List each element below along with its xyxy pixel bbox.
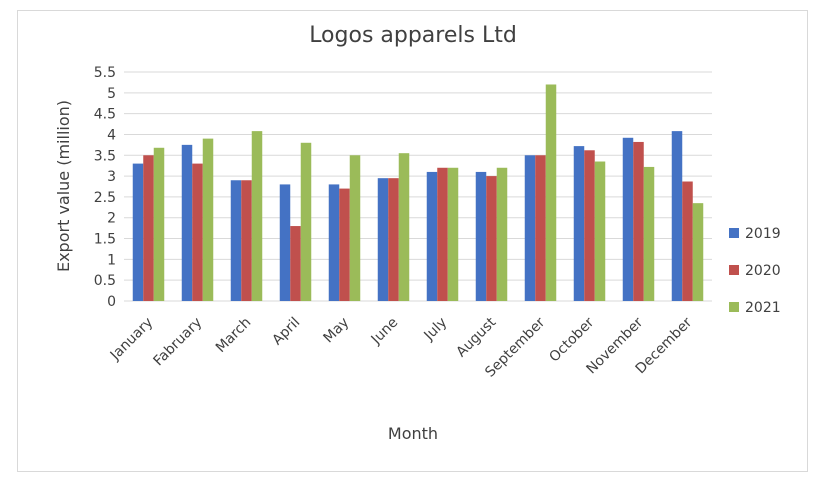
x-tick-label: January <box>107 315 157 365</box>
x-axis-title: Month <box>388 424 438 443</box>
legend-swatch-2020 <box>729 265 739 275</box>
bar-2020-april <box>290 226 301 301</box>
y-tick-label: 0 <box>107 294 116 310</box>
x-tick-label: Fabruary <box>151 315 206 370</box>
bar-2021-may <box>349 155 361 301</box>
y-tick-label: 5 <box>107 86 116 102</box>
x-tick-label: October <box>546 314 597 365</box>
bar-2021-september <box>545 84 557 301</box>
bar-2021-november <box>643 166 655 301</box>
bar-2021-december <box>692 203 704 301</box>
bar-2021-april <box>300 142 312 301</box>
bar-2019-january <box>132 163 144 301</box>
bar-2019-may <box>328 184 340 301</box>
bar-2021-july <box>447 167 459 301</box>
bar-2020-may <box>339 188 350 301</box>
bar-2019-august <box>475 171 487 301</box>
legend-swatch-2021 <box>729 302 739 312</box>
bar-2020-august <box>486 176 497 301</box>
bar-2021-october <box>594 161 606 301</box>
x-tick-label: July <box>420 315 450 345</box>
bar-2019-fabruary <box>181 144 193 301</box>
bar-2020-december <box>682 181 693 301</box>
bar-2019-october <box>573 146 585 301</box>
y-tick-label: 1 <box>107 252 116 268</box>
bar-2020-fabruary <box>192 163 203 301</box>
legend-label-2019: 2019 <box>745 226 781 242</box>
y-tick-label: 4.5 <box>94 107 116 123</box>
bar-2019-june <box>377 178 389 301</box>
x-tick-label: May <box>321 315 353 347</box>
bar-2020-september <box>535 155 546 301</box>
gridlines <box>124 71 712 302</box>
bar-2020-october <box>584 150 595 301</box>
y-tick-label: 4 <box>107 127 116 143</box>
bar-2019-april <box>279 184 291 301</box>
y-tick-label: 2 <box>107 211 116 227</box>
y-tick-label: 3.5 <box>94 148 116 164</box>
bar-2020-june <box>388 178 399 301</box>
y-tick-label: 5.5 <box>94 65 116 81</box>
x-tick-label: April <box>269 315 303 349</box>
bar-2021-march <box>251 131 263 301</box>
y-tick-label: 2.5 <box>94 190 116 206</box>
x-tick-label: August <box>453 314 499 360</box>
legend: 2019 2020 2021 <box>729 226 781 316</box>
legend-swatch-2019 <box>729 228 739 238</box>
legend-label-2021: 2021 <box>745 300 781 316</box>
bar-2021-january <box>153 147 165 301</box>
y-tick-label: 0.5 <box>94 273 116 289</box>
y-axis-title: Export value (million) <box>54 100 73 272</box>
x-tick-label: June <box>368 315 402 349</box>
bar-2019-november <box>622 137 634 301</box>
bar-2021-fabruary <box>202 138 214 301</box>
bar-2020-march <box>241 180 252 301</box>
bar-2019-march <box>230 180 242 301</box>
y-axis-ticks: 0 0.5 1 1.5 2 2.5 3 3.5 4 4.5 5 5.5 <box>94 65 116 310</box>
bar-2019-july <box>426 171 438 301</box>
bars <box>132 84 704 301</box>
bar-2019-september <box>524 155 536 301</box>
bar-2020-july <box>437 167 448 301</box>
x-tick-label: March <box>213 315 254 356</box>
bar-2020-november <box>633 141 644 301</box>
y-tick-label: 3 <box>107 169 116 185</box>
legend-label-2020: 2020 <box>745 263 781 279</box>
bar-2020-january <box>143 155 154 301</box>
bar-2019-december <box>671 131 683 301</box>
bar-2021-august <box>496 167 508 301</box>
y-tick-label: 1.5 <box>94 232 116 248</box>
bar-2021-june <box>398 153 410 301</box>
chart-title: Logos apparels Ltd <box>309 23 517 48</box>
